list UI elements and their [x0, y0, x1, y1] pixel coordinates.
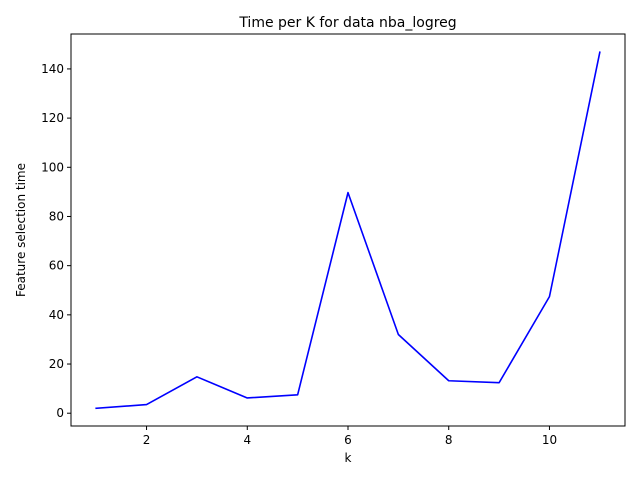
y-tick-label: 40: [49, 308, 64, 322]
x-tick-label: 4: [243, 433, 251, 447]
series-layer: [95, 51, 601, 410]
y-axis-title: Feature selection time: [14, 163, 28, 297]
plot-frame: [70, 33, 626, 427]
y-axis-ticks: 0 20 40 60 80 100 120 140: [41, 62, 71, 420]
y-tick-label: 100: [41, 160, 64, 174]
y-tick-label: 80: [49, 209, 64, 223]
x-tick-label: 2: [143, 433, 151, 447]
y-tick-label: 140: [41, 62, 64, 76]
x-tick-label: 8: [445, 433, 453, 447]
plot-area: [71, 34, 625, 426]
y-tick-label: 0: [56, 406, 64, 420]
series-line-0: [95, 51, 601, 410]
y-tick-label: 20: [49, 357, 64, 371]
y-tick-label: 120: [41, 111, 64, 125]
x-tick-label: 6: [344, 433, 352, 447]
y-tick-label: 60: [49, 259, 64, 273]
x-axis-ticks: 2 4 6 8 10: [143, 426, 557, 447]
x-axis-title: k: [345, 451, 352, 465]
chart-title: Time per K for data nba_logreg: [238, 15, 456, 31]
x-tick-label: 10: [542, 433, 557, 447]
